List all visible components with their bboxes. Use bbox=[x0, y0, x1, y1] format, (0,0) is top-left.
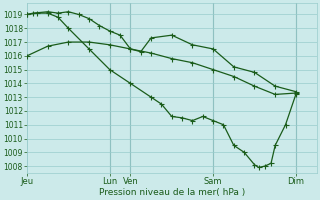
X-axis label: Pression niveau de la mer( hPa ): Pression niveau de la mer( hPa ) bbox=[99, 188, 245, 197]
